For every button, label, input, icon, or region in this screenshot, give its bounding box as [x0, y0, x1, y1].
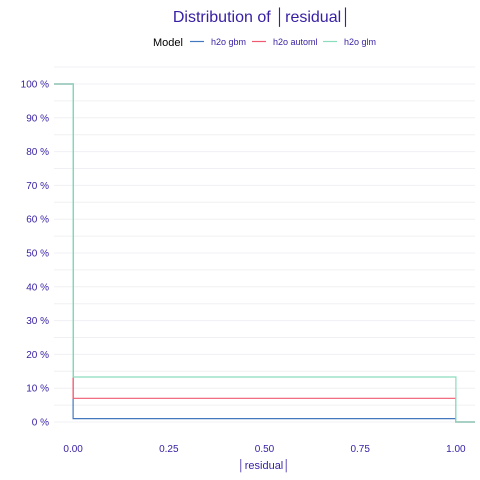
x-axis-label: │residual│ — [238, 458, 290, 473]
y-tick-label: 10 % — [26, 384, 49, 395]
y-tick-label: 40 % — [26, 282, 49, 293]
y-tick-label: 100 % — [21, 80, 49, 91]
legend: Model h2o gbm h2o automl h2o glm — [153, 37, 376, 49]
x-tick-label: 1.00 — [446, 444, 466, 455]
legend-label: h2o glm — [344, 37, 376, 47]
y-tick-label: 20 % — [26, 350, 49, 361]
x-axis-ticks: 0.00 0.25 0.50 0.75 1.00 — [63, 444, 466, 455]
x-tick-label: 0.25 — [159, 444, 179, 455]
y-axis-ticks: 0 % 10 % 20 % 30 % 40 % 50 % 60 % 70 % 80 % 90 % 1… — [21, 80, 49, 429]
legend-title: Model — [153, 37, 183, 49]
series-layer — [54, 83, 475, 423]
y-tick-label: 70 % — [26, 181, 49, 192]
x-tick-label: 0.50 — [255, 444, 275, 455]
y-tick-label: 80 % — [26, 147, 49, 158]
y-tick-label: 60 % — [26, 215, 49, 226]
y-tick-label: 50 % — [26, 249, 49, 260]
grid-layer — [54, 66, 475, 423]
y-tick-label: 30 % — [26, 316, 49, 327]
series-line-h2o-glm — [54, 83, 475, 423]
legend-label: h2o gbm — [211, 37, 246, 47]
y-tick-label: 0 % — [32, 418, 49, 429]
y-tick-label: 90 % — [26, 113, 49, 124]
chart-title: Distribution of │residual│ — [173, 7, 351, 27]
x-tick-label: 0.00 — [63, 444, 83, 455]
x-tick-label: 0.75 — [350, 444, 370, 455]
legend-label: h2o automl — [273, 37, 318, 47]
